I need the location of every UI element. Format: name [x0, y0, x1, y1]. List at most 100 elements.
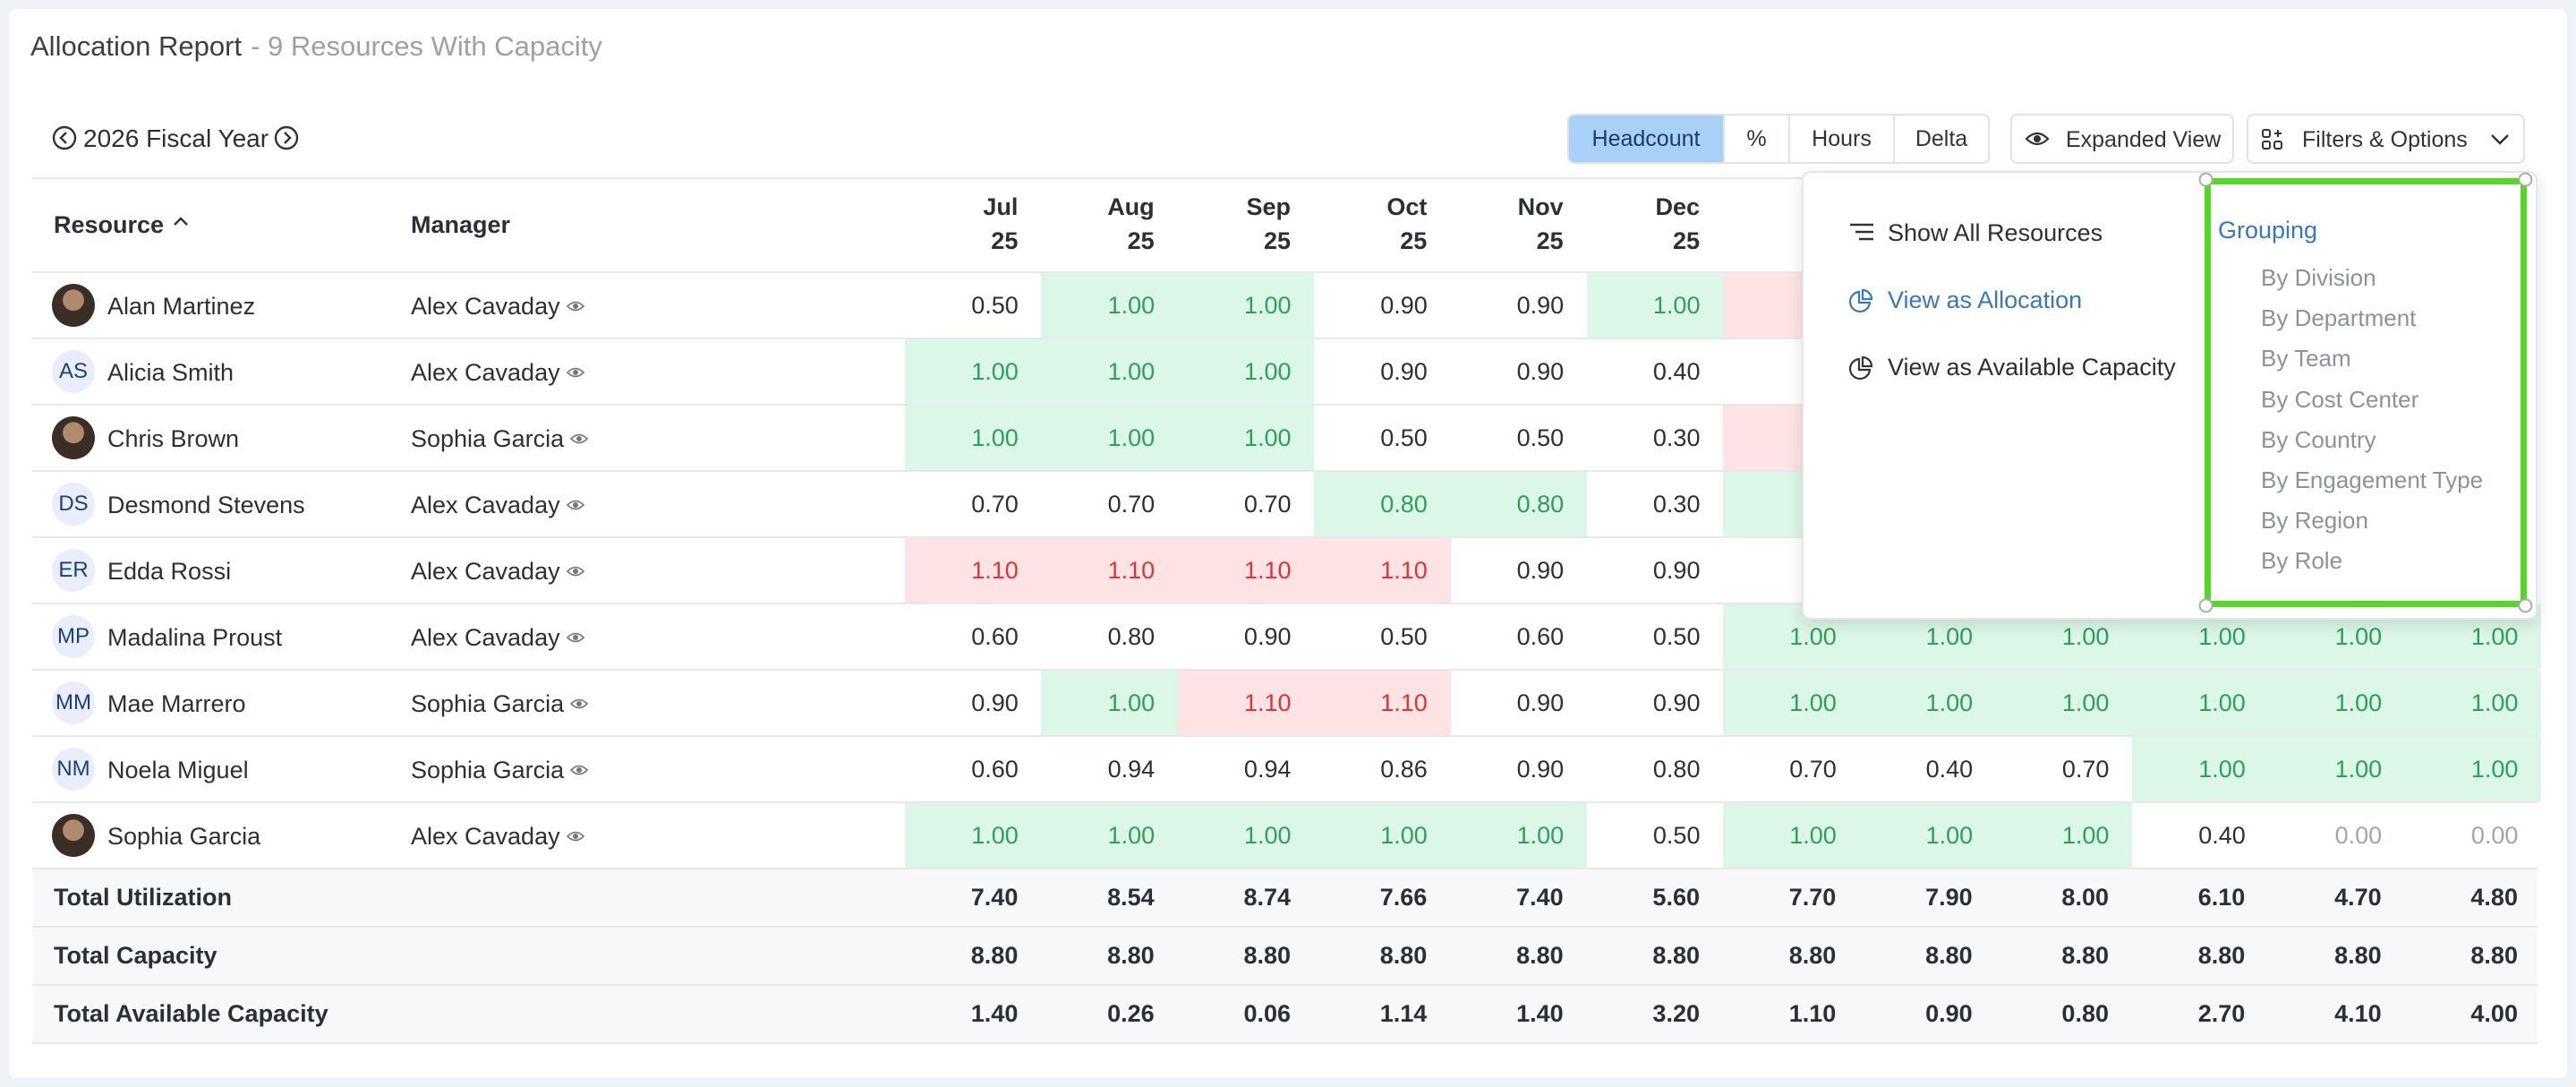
value-cell: 1.00	[1041, 671, 1179, 735]
value-cell: 0.70	[1789, 755, 1837, 783]
grouping-option[interactable]: By Role	[2261, 547, 2343, 575]
year-header: 25	[1672, 227, 1700, 254]
totals-value: 7.40	[1516, 884, 1564, 911]
row-border	[32, 603, 2538, 604]
resize-handle	[2518, 598, 2533, 613]
month-header: Nov	[1517, 193, 1564, 220]
totals-value: 7.40	[970, 884, 1019, 911]
grouping-option[interactable]: By Country	[2261, 425, 2376, 453]
grouping-title: Grouping	[2218, 217, 2318, 244]
mode-button[interactable]: Hours	[1788, 114, 1895, 164]
value-cell: 0.50	[1516, 424, 1565, 451]
totals-value: 4.70	[2334, 884, 2382, 911]
grouping-option[interactable]: By Team	[2261, 345, 2351, 372]
month-header: Sep	[1246, 193, 1291, 220]
value-cell: 0.60	[1516, 622, 1565, 650]
value-cell: 1.00	[1995, 671, 2133, 735]
avatar-initials: AS	[52, 350, 95, 393]
value-cell: 1.00	[1859, 803, 1997, 868]
grouping-option[interactable]: By Cost Center	[2261, 385, 2419, 413]
totals-value: 8.80	[1379, 942, 1428, 969]
subtitle: - 9 Resources With Capacity	[251, 30, 602, 62]
next-button[interactable]	[274, 125, 299, 155]
action-icon	[1848, 355, 1873, 385]
menu-action[interactable]: View as Allocation	[1888, 287, 2083, 313]
value-cell: 1.00	[1041, 339, 1179, 404]
view-icon	[566, 565, 584, 582]
action-icon	[1848, 288, 1873, 318]
value-cell: 1.00	[2268, 671, 2406, 735]
grouping-option[interactable]: By Department	[2261, 304, 2417, 332]
value-cell: 1.00	[1722, 803, 1860, 868]
options-menu: Show All Resources View as Allocation View…	[1802, 171, 2538, 620]
totals-label: Total Available Capacity	[54, 1000, 328, 1027]
totals-value: 7.90	[1925, 884, 1973, 911]
totals-value: 7.70	[1788, 884, 1837, 911]
value-cell: 1.00	[1450, 803, 1588, 868]
filters-button[interactable]: Filters & Options	[2247, 114, 2525, 164]
value-cell: 1.00	[905, 406, 1042, 470]
value-cell: 1.00	[2404, 737, 2542, 801]
totals-value: 8.80	[1788, 942, 1837, 969]
totals-value: 8.80	[1516, 942, 1564, 969]
value-cell: 0.00	[2334, 821, 2383, 849]
totals-value: 8.54	[1107, 884, 1155, 911]
value-cell: 0.90	[1516, 689, 1565, 716]
row-border	[32, 404, 2538, 406]
value-cell: 0.70	[971, 490, 1019, 518]
grouping-option[interactable]: By Region	[2261, 507, 2368, 535]
menu-action[interactable]: Show All Resources	[1888, 219, 2103, 246]
value-cell: 0.80	[1313, 472, 1451, 536]
avatar-photo	[52, 416, 95, 459]
value-cell: 1.00	[1313, 803, 1451, 868]
value-cell: 0.90	[1380, 357, 1428, 385]
totals-label: Total Capacity	[54, 942, 218, 969]
totals-value: 0.06	[1243, 1000, 1291, 1027]
totals-value: 7.66	[1379, 884, 1428, 911]
manager-header: Manager	[411, 211, 511, 238]
mode-button[interactable]: Delta	[1893, 114, 1990, 164]
grouping-panel: Grouping By Division By Department By Team B…	[2198, 172, 2533, 613]
row-border	[32, 271, 2538, 273]
value-cell: 0.80	[1450, 472, 1588, 536]
grouping-option[interactable]: By Division	[2261, 264, 2376, 291]
value-cell: 1.00	[1995, 803, 2133, 868]
mode-button[interactable]: %	[1723, 114, 1790, 164]
totals-value: 8.80	[2197, 942, 2246, 969]
value-cell: 1.00	[905, 339, 1042, 404]
totals-row	[32, 868, 2538, 926]
value-cell: 0.86	[1380, 755, 1428, 783]
value-cell: 1.00	[1041, 273, 1179, 338]
avatar-initials: MM	[52, 681, 95, 724]
value-cell: 0.90	[1243, 622, 1292, 650]
totals-value: 4.00	[2470, 1000, 2518, 1027]
menu-action[interactable]: View as Available Capacity	[1888, 354, 2176, 381]
table-top-border	[32, 177, 2538, 179]
resource-name: Alan Martinez	[107, 293, 256, 320]
prev-button[interactable]	[52, 125, 77, 155]
value-cell: 1.10	[1177, 538, 1315, 603]
value-cell: 0.90	[971, 689, 1019, 716]
value-cell: 1.00	[2131, 737, 2269, 801]
resource-name: Desmond Stevens	[107, 492, 305, 518]
totals-value: 8.80	[970, 942, 1019, 969]
value-cell: 0.90	[1516, 291, 1565, 319]
totals-value: 8.80	[1925, 942, 1973, 969]
resource-name: Mae Marrero	[107, 690, 246, 717]
mode-button[interactable]: Headcount	[1567, 114, 1725, 164]
totals-value: 4.10	[2334, 1000, 2382, 1027]
resize-handle	[2518, 172, 2533, 187]
resize-handle	[2198, 172, 2213, 187]
totals-value: 1.14	[1379, 1000, 1428, 1027]
filters-label: Filters & Options	[2302, 127, 2468, 152]
value-cell: 1.00	[1859, 671, 1997, 735]
value-cell: 0.40	[1925, 755, 1974, 783]
grouping-option[interactable]: By Engagement Type	[2261, 466, 2484, 493]
value-cell: 1.00	[2131, 671, 2269, 735]
value-cell: 0.90	[1652, 689, 1701, 716]
expanded-button[interactable]: Expanded View	[2010, 114, 2234, 164]
value-cell: 0.60	[971, 755, 1019, 783]
value-cell: 1.00	[1041, 406, 1179, 470]
value-cell: 0.30	[1652, 424, 1701, 451]
row-border	[32, 338, 2538, 339]
